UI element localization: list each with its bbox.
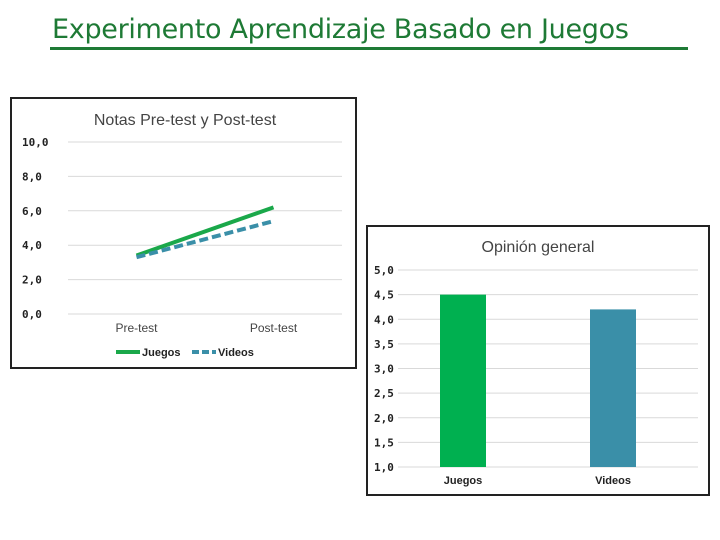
bar-chart-ytick: 2,5 [374,387,394,400]
line-chart-ytick: 2,0 [22,274,42,287]
line-chart-panel: Notas Pre-test y Post-test 10,0 8,0 6,0 4,0… [10,97,357,369]
slide-title: Experimento Aprendizaje Basado en Juegos [52,14,629,45]
bar-chart-ytick: 3,5 [374,338,394,351]
bar-chart-ytick: 1,0 [374,461,394,474]
bar-chart-title: Opinión general [482,239,595,256]
line-chart-ytick: 6,0 [22,205,42,218]
bar-chart: Opinión general 5,0 4,5 4,0 3,5 3,0 2,5 2,0 1,5… [374,239,698,487]
legend-label-videos: Videos [218,347,254,359]
bar-chart-ytick: 4,0 [374,313,394,326]
bar-chart-panel: Opinión general 5,0 4,5 4,0 3,5 3,0 2,5 2,0 1,5… [366,225,710,496]
bar-chart-ytick: 5,0 [374,264,394,277]
bar-chart-ytick: 2,0 [374,412,394,425]
bar-chart-xtick: Videos [595,475,631,487]
line-series-videos [135,219,275,260]
bar-chart-xtick: Juegos [444,475,483,487]
legend-label-juegos: Juegos [142,347,181,359]
bar-videos [590,309,636,467]
line-chart-ytick: 10,0 [22,136,49,149]
bar-chart-ytick: 4,5 [374,289,394,302]
line-chart-title: Notas Pre-test y Post-test [94,112,277,129]
line-chart-ytick: 0,0 [22,308,42,321]
line-chart: Notas Pre-test y Post-test 10,0 8,0 6,0 4,0… [22,112,342,359]
bar-juegos [440,294,486,467]
bar-chart-ytick: 3,0 [374,363,394,376]
line-chart-xtick: Post-test [250,321,298,335]
line-chart-ytick: 8,0 [22,170,42,183]
line-series-juegos [135,205,275,258]
bar-chart-ytick: 1,5 [374,436,394,449]
title-underline [50,47,688,50]
line-chart-xtick: Pre-test [115,321,158,335]
line-chart-ytick: 4,0 [22,239,42,252]
